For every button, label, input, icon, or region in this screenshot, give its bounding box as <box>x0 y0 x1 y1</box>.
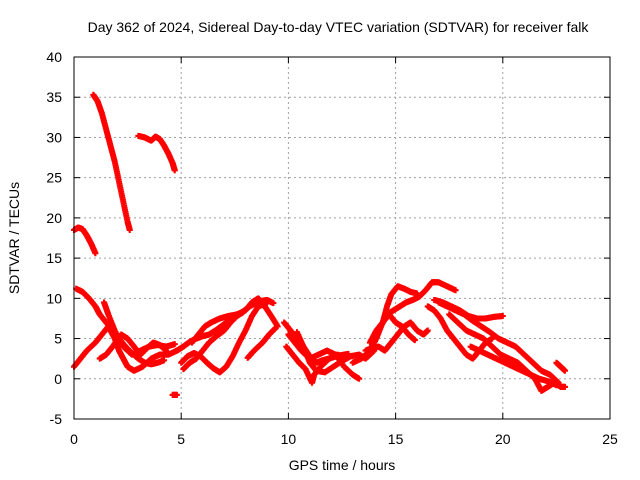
y-tick-labels: -5 0 5 10 15 20 25 30 35 40 <box>46 49 62 427</box>
y-tick-label: 40 <box>46 49 62 65</box>
y-tick-label: 0 <box>54 371 62 387</box>
data-point <box>356 375 363 382</box>
grid-lines <box>74 57 610 419</box>
data-point <box>411 337 418 344</box>
x-tick-label: 20 <box>495 431 511 447</box>
data-point <box>92 250 99 257</box>
chart-title: Day 362 of 2024, Sidereal Day-to-day VTE… <box>88 19 590 35</box>
series-arc-5 <box>71 323 180 374</box>
data-point <box>561 367 568 374</box>
y-tick-label: 20 <box>46 210 62 226</box>
plot-frame <box>73 56 611 420</box>
series-arc-25 <box>467 343 560 389</box>
y-tick-label: 35 <box>46 89 62 105</box>
series-arc-26 <box>553 359 568 374</box>
series-arc-27 <box>169 391 180 398</box>
x-tick-label: 10 <box>281 431 297 447</box>
x-tick-label: 0 <box>70 431 78 447</box>
x-tick-label: 15 <box>388 431 404 447</box>
data-point <box>561 383 568 390</box>
series-arc-1 <box>90 91 133 233</box>
x-axis-label: GPS time / hours <box>289 457 396 473</box>
series-arc-12 <box>244 325 279 361</box>
data-point <box>126 226 133 233</box>
y-tick-label: 15 <box>46 250 62 266</box>
data-point <box>499 313 506 320</box>
data-point <box>553 382 560 389</box>
x-tick-label: 5 <box>177 431 185 447</box>
data-points <box>71 91 568 398</box>
data-point <box>173 391 180 398</box>
series-arc-3 <box>71 224 99 257</box>
series-arc-7 <box>96 331 170 362</box>
data-point <box>171 341 178 348</box>
y-tick-label: 30 <box>46 129 62 145</box>
data-point <box>452 287 459 294</box>
y-tick-label: 5 <box>54 331 62 347</box>
series-arc-24 <box>446 311 568 394</box>
y-tick-label: 25 <box>46 170 62 186</box>
series-arc-2 <box>135 132 178 174</box>
data-point <box>161 357 168 364</box>
y-axis-label: SDTVAR / TECUs <box>6 182 22 294</box>
y-tick-label: 10 <box>46 290 62 306</box>
data-point <box>171 167 178 174</box>
x-tick-labels: 0 5 10 15 20 25 <box>70 431 618 447</box>
data-point <box>163 347 170 354</box>
series-arc-16 <box>293 329 378 376</box>
data-point <box>270 300 277 307</box>
x-tick-label: 25 <box>602 431 618 447</box>
data-point <box>424 327 431 334</box>
y-tick-label: -5 <box>50 411 63 427</box>
series-arc-20 <box>371 279 459 342</box>
data-point <box>272 325 279 332</box>
series-arc-11 <box>188 295 281 346</box>
